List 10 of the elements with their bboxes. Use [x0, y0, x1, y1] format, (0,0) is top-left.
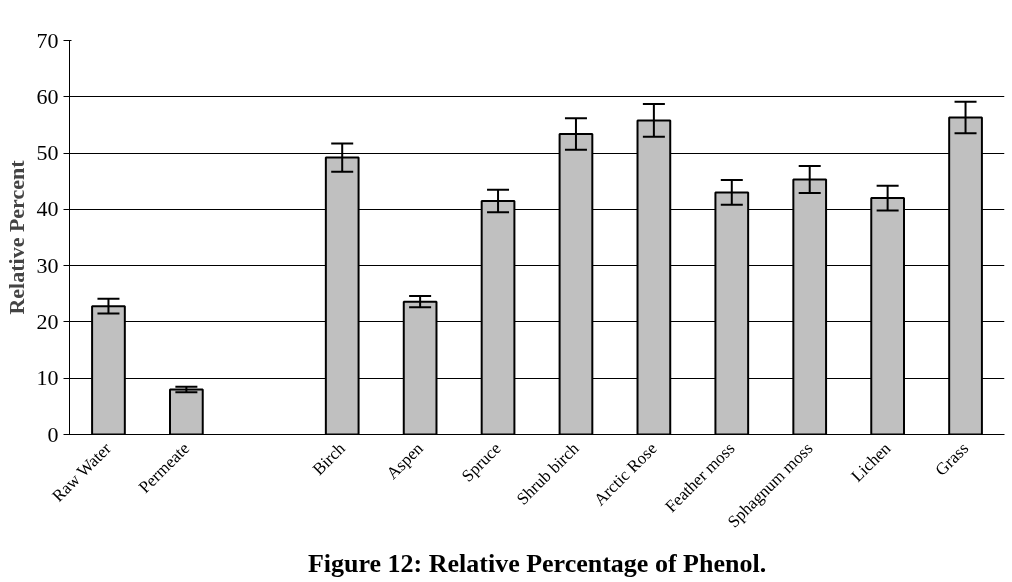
y-tick-label: 50 — [36, 140, 59, 166]
y-axis-title: Relative Percent — [3, 159, 29, 315]
y-tick-label: 40 — [36, 196, 59, 222]
y-tick-label: 70 — [36, 27, 59, 53]
y-tick-label: 30 — [36, 252, 59, 278]
text: Figure 12: Relative Percentage of Phenol. — [307, 548, 767, 578]
y-tick-label: 20 — [36, 308, 59, 334]
y-tick-label: 60 — [36, 83, 59, 109]
y-tick-label: 0 — [47, 421, 59, 447]
y-tick-label: 10 — [36, 365, 59, 391]
